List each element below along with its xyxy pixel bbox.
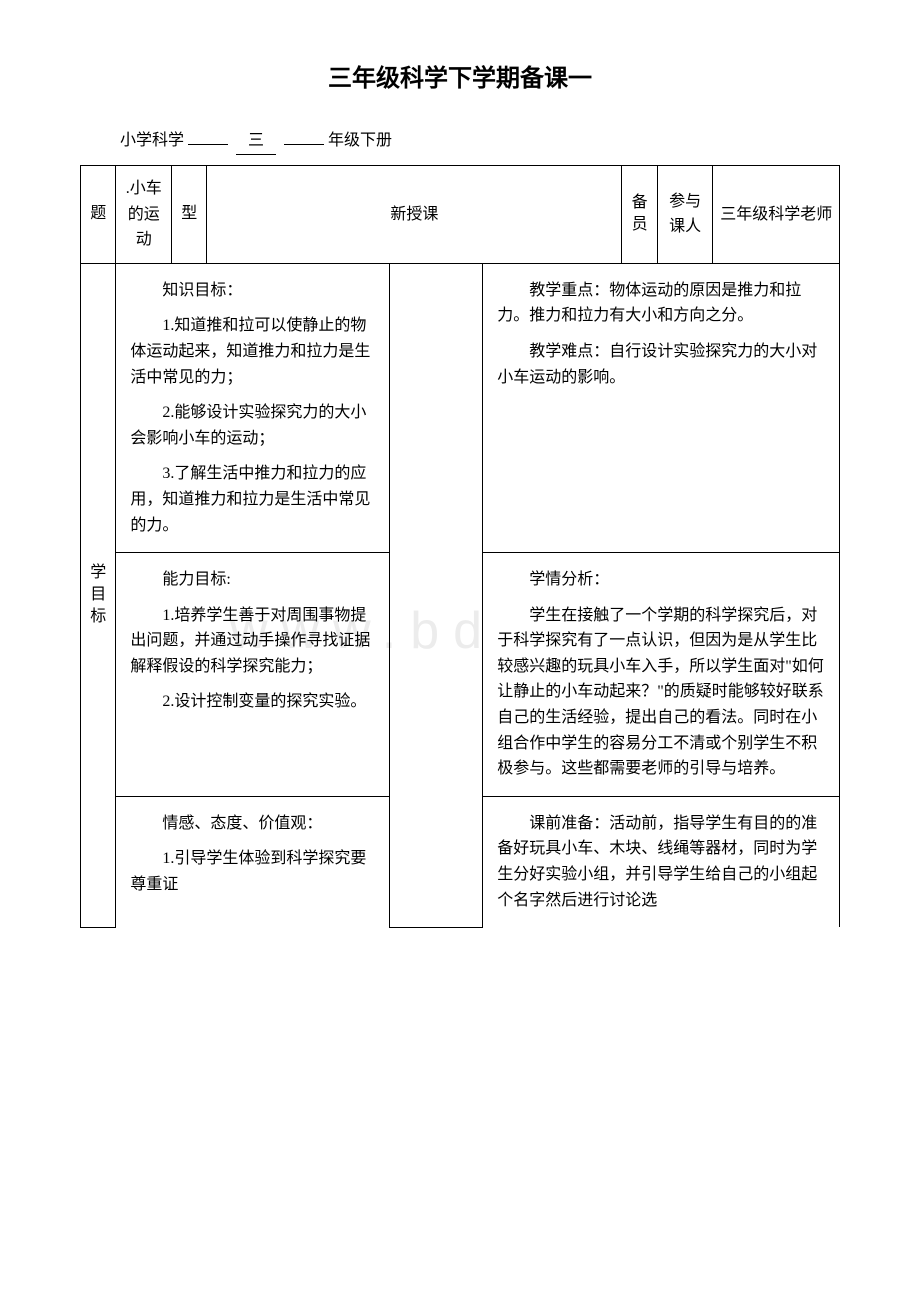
cell-focus: 教学重点：物体运动的原因是推力和拉力。推力和拉力有大小和方向之分。 教学难点：自… — [483, 263, 840, 552]
lesson-plan-table: 题 .小车的运动 型 新授课 备员 参与课人 三年级科学老师 学目标 知识目标：… — [80, 165, 840, 928]
cell-participant-label: 参与课人 — [657, 165, 713, 263]
cell-type-label: 型 — [172, 165, 207, 263]
subtitle-prefix: 小学科学 — [120, 132, 184, 149]
emotion-head: 情感、态度、价值观： — [130, 811, 374, 837]
cell-knowledge-goals: 知识目标： 1.知道推和拉可以使静止的物体运动起来，知道推力和拉力是生活中常见的… — [116, 263, 389, 552]
keypoint-text: 教学重点：物体运动的原因是推力和拉力。推力和拉力有大小和方向之分。 — [497, 278, 825, 329]
cell-ability-goals: 能力目标: 1.培养学生善于对周围事物提出问题，并通过动手操作寻找证据解释假设的… — [116, 553, 389, 797]
subtitle-suffix: 年级下册 — [328, 132, 392, 149]
subtitle-line: 小学科学 三 年级下册 — [80, 128, 840, 155]
difficulty-text: 教学难点：自行设计实验探究力的大小对小车运动的影响。 — [497, 339, 825, 390]
cell-title-value: .小车的运动 — [116, 165, 172, 263]
cell-emotion-goals: 情感、态度、价值观： 1.引导学生体验到科学探究要尊重证 — [116, 796, 389, 927]
analysis-body: 学生在接触了一个学期的科学探究后，对于科学探究有了一点认识，但因为是从学生比较感… — [497, 603, 825, 782]
ability-item-1: 1.培养学生善于对周围事物提出问题，并通过动手操作寻找证据解释假设的科学探究能力… — [130, 603, 374, 680]
page-title: 三年级科学下学期备课一 — [80, 60, 840, 98]
subtitle-grade: 三 — [236, 128, 276, 155]
knowledge-item-2: 2.能够设计实验探究力的大小会影响小车的运动； — [130, 400, 374, 451]
knowledge-item-3: 3.了解生活中推力和拉力的应用，知道推力和拉力是生活中常见的力。 — [130, 461, 374, 538]
cell-prep-label: 备员 — [622, 165, 657, 263]
ability-head: 能力目标: — [130, 567, 374, 593]
analysis-head: 学情分析： — [497, 567, 825, 593]
page-container: 三年级科学下学期备课一 小学科学三年级下册 www.bd 题 .小车的运动 型 … — [80, 60, 840, 928]
cell-analysis: 学情分析： 学生在接触了一个学期的科学探究后，对于科学探究有了一点认识，但因为是… — [483, 553, 840, 797]
cell-title-label: 题 — [81, 165, 116, 263]
cell-preparation: 课前准备：活动前，指导学生有目的的准备好玩具小车、木块、线绳等器材，同时为学生分… — [483, 796, 840, 927]
cell-spacer — [389, 263, 483, 927]
preparation-body: 课前准备：活动前，指导学生有目的的准备好玩具小车、木块、线绳等器材，同时为学生分… — [497, 811, 825, 913]
header-row: 题 .小车的运动 型 新授课 备员 参与课人 三年级科学老师 — [81, 165, 840, 263]
subtitle-blank-1 — [188, 144, 228, 145]
cell-goals-label: 学目标 — [81, 263, 116, 927]
cell-participant-value: 三年级科学老师 — [713, 165, 840, 263]
knowledge-item-1: 1.知道推和拉可以使静止的物体运动起来，知道推力和拉力是生活中常见的力； — [130, 313, 374, 390]
subtitle-blank-2 — [284, 144, 324, 145]
emotion-item-1: 1.引导学生体验到科学探究要尊重证 — [130, 846, 374, 897]
knowledge-head: 知识目标： — [130, 278, 374, 304]
ability-item-2: 2.设计控制变量的探究实验。 — [130, 689, 374, 715]
goals-row-1: 学目标 知识目标： 1.知道推和拉可以使静止的物体运动起来，知道推力和拉力是生活… — [81, 263, 840, 552]
cell-type-value: 新授课 — [207, 165, 622, 263]
